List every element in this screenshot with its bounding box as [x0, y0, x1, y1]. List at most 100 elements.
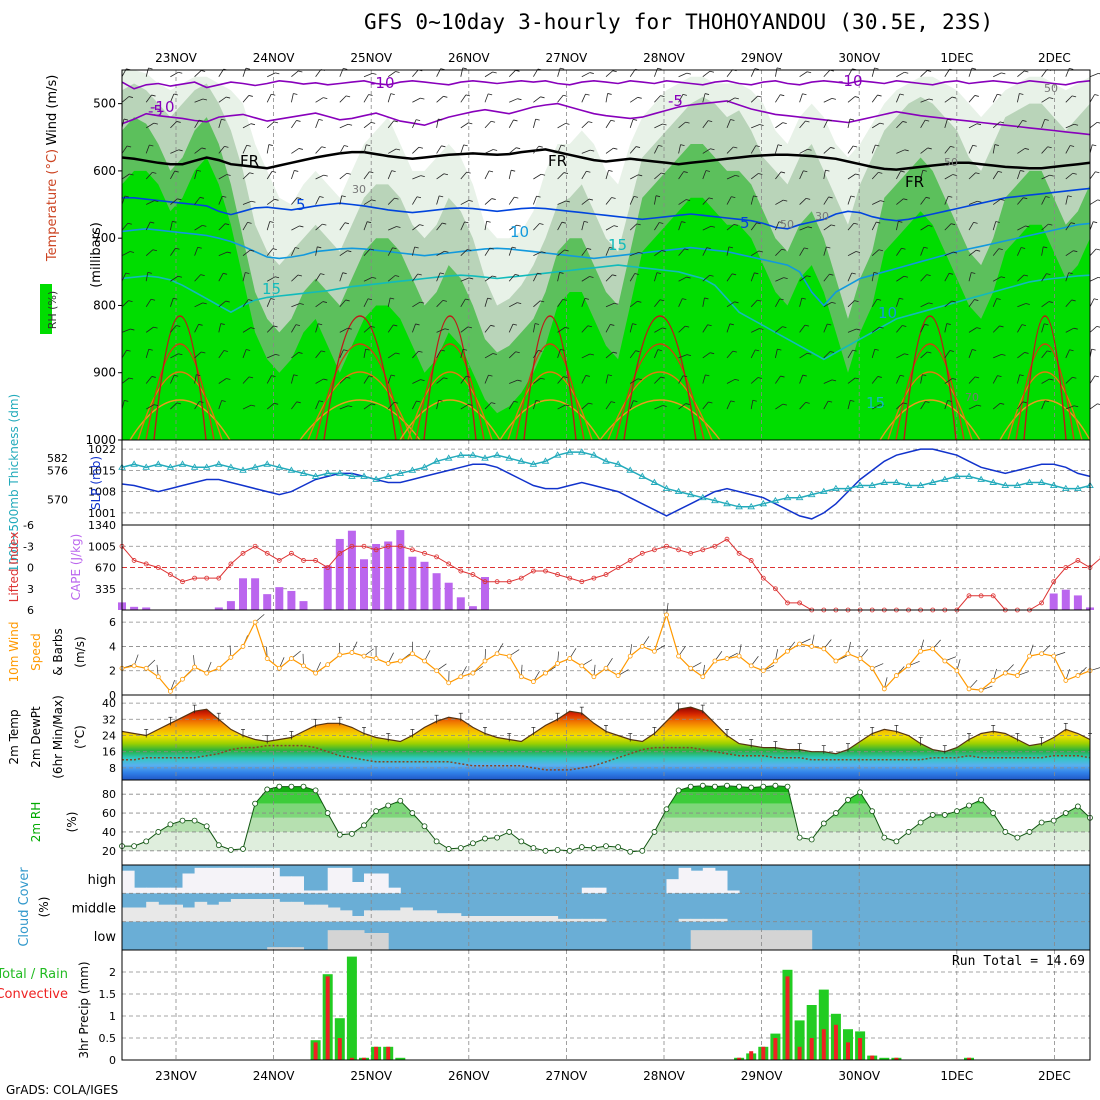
wind-barb — [557, 404, 566, 410]
wind-barb — [686, 276, 691, 279]
wind-barb — [904, 353, 909, 356]
wind-barb — [369, 171, 374, 174]
date-label-bottom: 1DEC — [940, 1069, 973, 1083]
wind-barb — [145, 298, 152, 308]
y-tick-label: 600 — [93, 164, 116, 178]
wind-barb — [926, 274, 931, 276]
wind-barb — [876, 298, 882, 301]
wind-barb — [920, 302, 929, 308]
rh-marker — [748, 784, 755, 791]
wind-speed-marker — [627, 653, 633, 659]
wind-barb — [315, 97, 324, 103]
wind-barb — [847, 251, 857, 257]
wind-barb — [1000, 402, 1005, 405]
wind-barb — [562, 298, 567, 301]
wind-barb — [629, 69, 636, 77]
wind-barb — [654, 376, 661, 384]
wind-barb — [533, 96, 541, 103]
wind-barb — [996, 298, 1001, 300]
wind-barb — [387, 324, 394, 333]
thickness-marker — [892, 478, 901, 485]
isotherm-line — [415, 343, 485, 441]
wind-barb — [975, 172, 980, 175]
wind-barb — [152, 171, 157, 174]
wind-barb — [589, 353, 595, 356]
wind-barb — [266, 403, 275, 410]
wind-barb — [129, 377, 134, 380]
wind-barb — [854, 300, 859, 302]
wind-barb — [587, 325, 592, 328]
wind-barb — [368, 375, 373, 378]
rh-marker — [760, 783, 767, 790]
isotherm-line — [323, 315, 397, 441]
wind-speed-marker — [869, 665, 875, 671]
wind-barb — [387, 247, 393, 256]
wind-barb — [702, 374, 706, 384]
wind-barb — [420, 97, 425, 100]
wind-barb — [339, 272, 344, 282]
wind-barb — [1041, 301, 1050, 308]
wind-speed-marker — [942, 658, 948, 664]
wind-barb — [484, 221, 488, 231]
wind-barb — [904, 149, 909, 152]
wind-barb — [660, 95, 665, 98]
wind-barb — [605, 374, 609, 384]
wind-barb — [465, 94, 470, 97]
cloud-cell-high — [230, 867, 244, 894]
wind-barb — [750, 377, 759, 384]
wind-barb — [557, 222, 563, 231]
wind-barb — [782, 403, 787, 406]
wind-barb — [1024, 352, 1029, 354]
wind-barb — [557, 94, 564, 103]
wind-barb — [225, 300, 230, 303]
wind-barb — [638, 251, 643, 254]
wind-barb — [586, 170, 591, 173]
wind-barb — [799, 71, 808, 78]
wind-barb — [750, 145, 757, 154]
wind-barb — [201, 70, 206, 72]
wind-barb — [588, 121, 593, 124]
rh-marker — [675, 787, 682, 794]
wind-barb — [1024, 148, 1029, 150]
wind-barb — [947, 400, 952, 402]
wind-barb — [366, 144, 371, 147]
contour-label: -5 — [668, 92, 683, 110]
wind-barb — [775, 171, 782, 180]
isotherm-line — [121, 222, 1091, 307]
cloud-cell-middle — [303, 904, 317, 922]
wind-barb — [1065, 222, 1072, 231]
wind-axis-label: 10m Wind — [7, 622, 21, 683]
isotherm-line — [307, 371, 413, 441]
wind-barb — [1041, 323, 1045, 333]
rh-contour-label: 70 — [965, 391, 979, 404]
wind-barb — [759, 124, 764, 126]
wind-barb — [1072, 172, 1077, 175]
wind-barb — [799, 247, 805, 256]
cape-tick-label: 670 — [95, 562, 116, 575]
wind-barb — [585, 375, 590, 377]
wind-barb — [1072, 376, 1077, 379]
precip-total-bar — [346, 956, 357, 1060]
wind-barb — [1097, 403, 1100, 405]
wind-barb — [415, 323, 420, 326]
thickness-marker — [578, 448, 586, 455]
cloud-cell-high — [581, 887, 595, 894]
wind-barb — [977, 200, 982, 203]
wind-barb — [1025, 303, 1030, 305]
wind-barb — [992, 121, 1001, 129]
wind-barb — [581, 72, 590, 78]
wind-barb — [682, 298, 687, 300]
wind-barb — [1065, 250, 1074, 257]
wind-barb — [395, 148, 401, 151]
wind-barb — [705, 170, 711, 172]
rh-contour-label: 50 — [944, 156, 958, 169]
wind-barb — [460, 376, 467, 384]
wind-speed-marker — [603, 665, 609, 671]
wind-barb — [654, 327, 663, 333]
contour-label: 5 — [296, 196, 306, 214]
wind-speed-marker — [494, 651, 500, 657]
isotherm-line — [407, 371, 493, 441]
cloud-cell-high — [182, 873, 196, 894]
wind-barb — [412, 400, 417, 410]
wind-barb — [802, 374, 807, 377]
